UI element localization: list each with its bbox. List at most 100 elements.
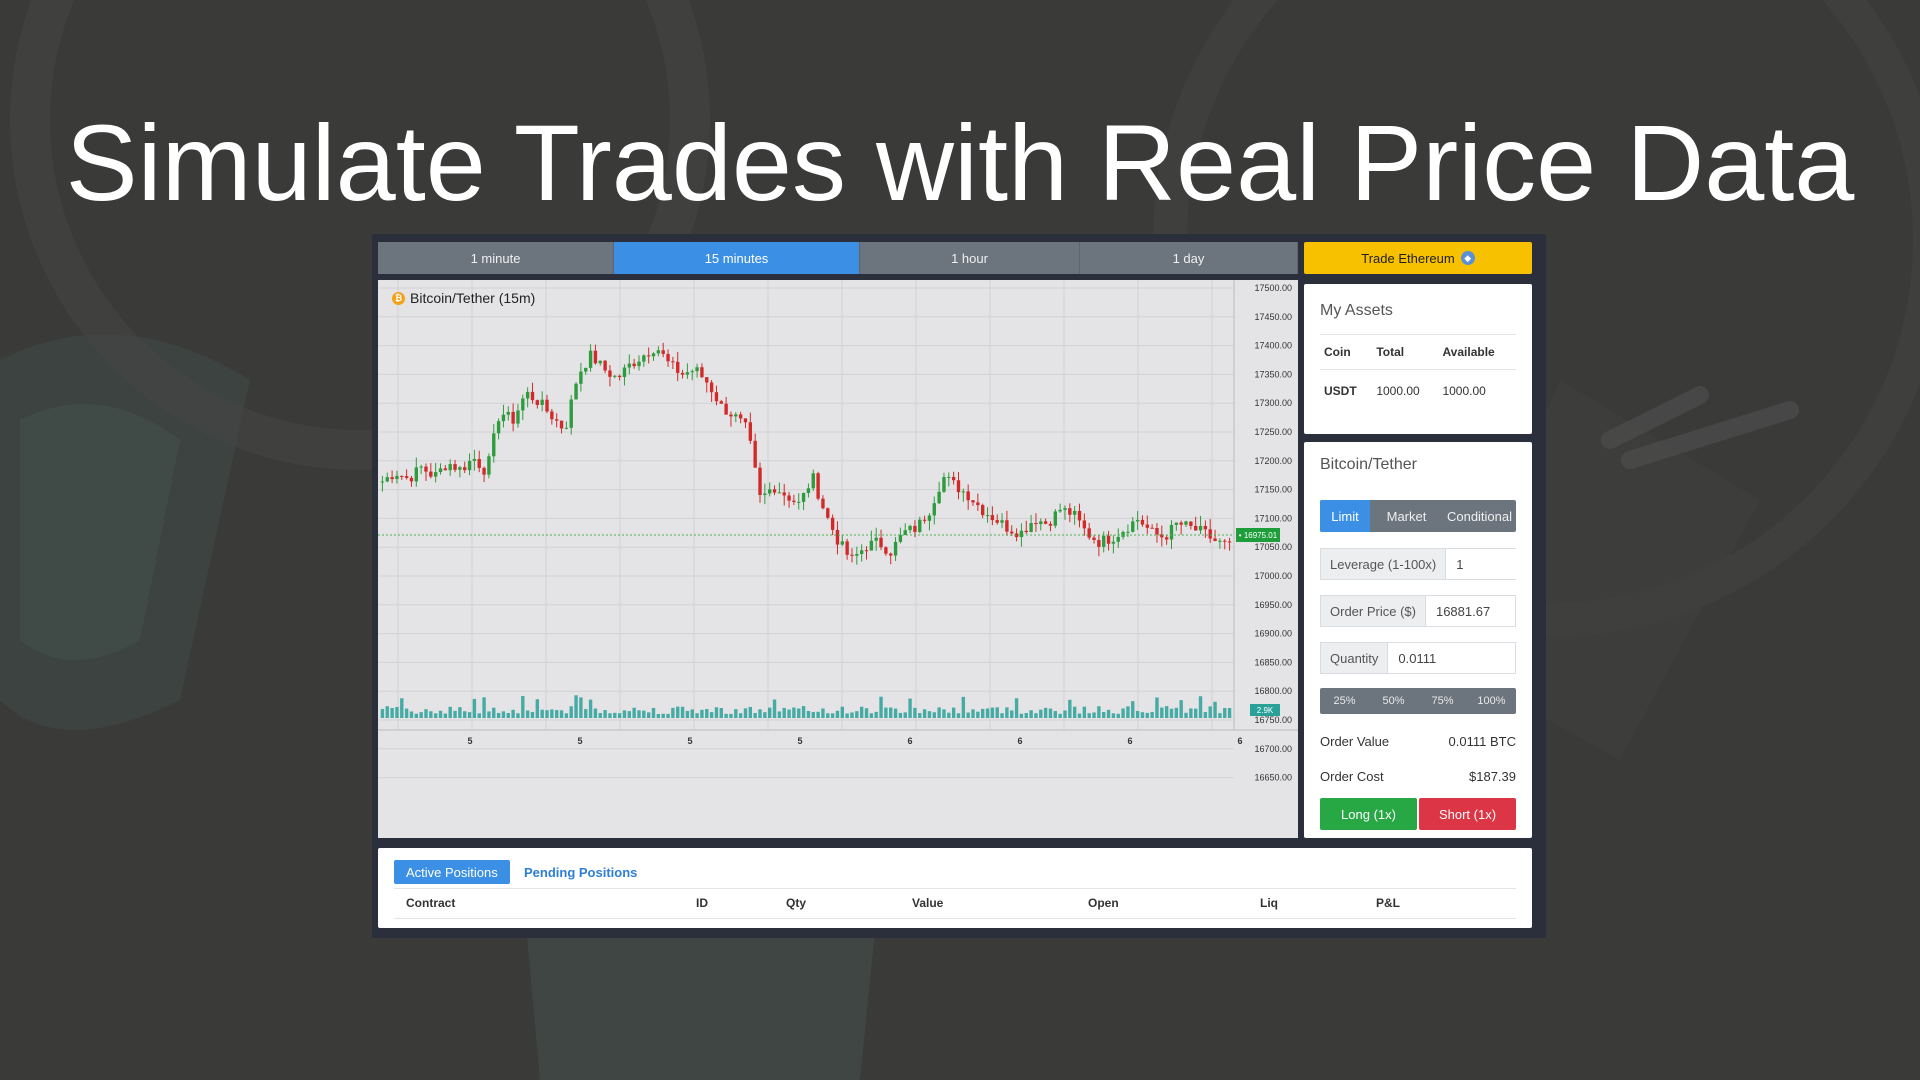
- asset-available: 1000.00: [1442, 384, 1486, 398]
- y-tick-label: 17450.00: [1254, 312, 1292, 322]
- order-price-input[interactable]: [1425, 596, 1515, 626]
- tab-limit[interactable]: Limit: [1320, 500, 1370, 532]
- volume-bar: [1184, 712, 1188, 718]
- long-button[interactable]: Long (1x): [1320, 798, 1417, 830]
- volume-bar: [1160, 707, 1164, 718]
- volume-bar: [559, 710, 564, 718]
- volume-bar: [840, 706, 845, 718]
- candle: [1131, 521, 1135, 532]
- candle: [922, 519, 927, 521]
- candle: [661, 350, 665, 354]
- candle: [656, 350, 661, 354]
- volume-bar: [579, 697, 583, 718]
- candle: [918, 519, 922, 532]
- candle: [898, 535, 903, 542]
- volume-bar: [709, 712, 714, 718]
- volume-bar: [937, 707, 941, 718]
- volume-bar: [792, 707, 796, 718]
- x-tick-label: 5: [577, 736, 582, 746]
- candle: [1087, 528, 1091, 538]
- volume-bar: [714, 707, 719, 718]
- tab-market[interactable]: Market: [1386, 508, 1427, 524]
- quantity-input[interactable]: [1388, 643, 1515, 673]
- tab-active-positions[interactable]: Active Positions: [394, 860, 510, 884]
- y-tick-label: 17100.00: [1254, 513, 1292, 523]
- candle: [1160, 534, 1164, 538]
- candle: [1029, 523, 1033, 533]
- candle: [840, 541, 845, 545]
- order-value: 0.0111 BTC: [1448, 734, 1516, 749]
- trade-ethereum-button[interactable]: Trade Ethereum ◆: [1304, 242, 1532, 274]
- volume-bar: [1116, 713, 1120, 718]
- candle: [429, 471, 433, 477]
- volume-bar: [772, 699, 777, 718]
- candle: [1063, 508, 1067, 510]
- x-tick-label: 6: [907, 736, 912, 746]
- chart-title: ₿ Bitcoin/Tether (15m): [392, 290, 535, 306]
- volume-bar: [458, 707, 462, 718]
- positions-col-open: Open: [1088, 896, 1119, 910]
- order-cost-row: Order Cost $187.39: [1320, 769, 1516, 784]
- assets-col-available: Available: [1438, 334, 1516, 370]
- short-button[interactable]: Short (1x): [1419, 798, 1516, 830]
- candle: [496, 421, 501, 434]
- leverage-input[interactable]: [1446, 549, 1527, 579]
- percent-75-button[interactable]: 75%: [1431, 695, 1454, 707]
- volume-bar: [666, 713, 670, 718]
- quantity-label: Quantity: [1321, 643, 1389, 673]
- volume-bar: [530, 712, 535, 718]
- volume-bar: [767, 707, 772, 718]
- candle: [1082, 520, 1087, 529]
- candle: [961, 491, 966, 493]
- y-tick-label: 17050.00: [1254, 542, 1292, 552]
- percent-50-button[interactable]: 50%: [1382, 695, 1405, 707]
- timeframe-1-day[interactable]: 1 day: [1080, 242, 1298, 274]
- percent-100-button[interactable]: 100%: [1477, 695, 1506, 707]
- candle: [985, 515, 990, 517]
- positions-divider: [394, 918, 1516, 919]
- timeframe-1-hour[interactable]: 1 hour: [860, 242, 1080, 274]
- candle: [540, 399, 544, 405]
- volume-bar: [429, 711, 433, 718]
- volume-bar: [1227, 708, 1232, 718]
- candle: [874, 537, 878, 541]
- candle: [535, 400, 540, 405]
- candlestick-chart[interactable]: 17500.00 17450.00 17400.00 17350.00 17300.00…: [378, 280, 1298, 838]
- candle: [1126, 531, 1130, 533]
- volume-bar: [385, 706, 389, 718]
- candle: [932, 503, 936, 516]
- candle: [1048, 523, 1053, 526]
- volume-bar: [598, 713, 602, 718]
- percent-25-button[interactable]: 25%: [1333, 695, 1356, 707]
- volume-bar: [893, 708, 898, 718]
- volume-bar: [477, 713, 481, 718]
- price-chart[interactable]: 17500.00 17450.00 17400.00 17350.00 17300.00…: [378, 280, 1298, 838]
- candle: [516, 410, 520, 424]
- candle: [1034, 523, 1038, 525]
- candle: [1102, 535, 1106, 547]
- x-tick-label: 6: [1127, 736, 1132, 746]
- order-value-row: Order Value 0.0111 BTC: [1320, 734, 1516, 749]
- timeframe-15-minutes[interactable]: 15 minutes: [614, 242, 860, 274]
- volume-bar: [797, 708, 801, 718]
- candle: [1092, 537, 1096, 540]
- candle: [1010, 531, 1014, 534]
- candle: [787, 495, 791, 501]
- volume-bar: [492, 707, 496, 718]
- candle: [990, 515, 995, 521]
- volume-bar: [1208, 706, 1212, 718]
- tab-pending-positions[interactable]: Pending Positions: [524, 864, 638, 880]
- candle: [666, 353, 670, 362]
- volume-bar: [990, 707, 995, 718]
- volume-bar: [869, 713, 874, 718]
- volume-bar: [613, 712, 617, 718]
- y-tick-label: 17150.00: [1254, 485, 1292, 495]
- order-cost: $187.39: [1469, 769, 1516, 784]
- timeframe-1-minute[interactable]: 1 minute: [378, 242, 614, 274]
- order-price-label: Order Price ($): [1321, 596, 1426, 626]
- candle: [690, 371, 694, 373]
- candle: [424, 466, 428, 472]
- candle: [453, 464, 457, 470]
- volume-bar: [1106, 709, 1111, 718]
- tab-conditional[interactable]: Conditional: [1446, 508, 1513, 524]
